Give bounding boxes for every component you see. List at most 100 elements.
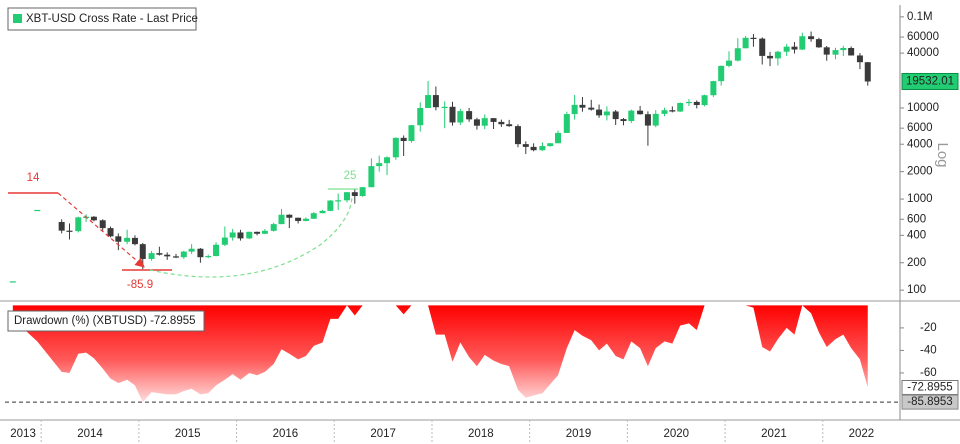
candle-body (124, 237, 131, 242)
candle-body (718, 65, 725, 82)
candle-body (156, 253, 163, 255)
candle-body (848, 47, 855, 56)
x-tick-label: 2019 (566, 428, 592, 440)
candle-body (539, 146, 546, 151)
y-tick-label: 6000 (907, 122, 933, 134)
candle-body (90, 216, 97, 221)
y-tick-label: 2000 (907, 166, 933, 178)
candle-body (417, 107, 424, 126)
candle-body (449, 106, 456, 123)
candle-body (596, 109, 603, 116)
candle-body (286, 214, 293, 218)
candle-body (579, 104, 586, 108)
candle-body (335, 200, 342, 202)
candle-body (164, 254, 171, 257)
candle-body (832, 50, 839, 55)
candle-body (148, 253, 155, 259)
candle-body (481, 118, 488, 126)
candle-body (237, 232, 244, 239)
candle-body (131, 237, 138, 245)
candle-body (319, 210, 326, 214)
candle-body (685, 101, 692, 104)
candle-body (400, 137, 407, 141)
candle-body (221, 237, 228, 245)
candle-body (34, 209, 41, 212)
legend: Drawdown (%) (XBTUSD) -72.8955 (7, 310, 205, 332)
candle-body (661, 110, 668, 114)
legend-swatch (13, 14, 22, 23)
candle-body (310, 213, 317, 219)
candle-body (530, 146, 537, 151)
candle-body (734, 48, 741, 61)
candle-body (368, 166, 375, 188)
candle-body (58, 222, 65, 231)
candle-body (710, 81, 717, 96)
candle-body (278, 214, 285, 225)
candle-body (432, 95, 439, 108)
candle-body (588, 107, 595, 110)
last-price-label: 19532.01 (906, 76, 954, 88)
y-tick-label: 4000 (907, 138, 933, 150)
candle-body (254, 231, 261, 234)
y-tick-label: -20 (920, 322, 937, 334)
candle-body (571, 104, 578, 115)
x-tick-label: 2015 (175, 428, 201, 440)
annotations: 14 -85.9 25 (8, 170, 358, 291)
candle-body (376, 163, 383, 167)
candle-body (799, 36, 806, 50)
candle-body (270, 224, 277, 231)
candle-body (620, 119, 627, 122)
x-tick-label: 2013 (10, 428, 36, 440)
candle-body (823, 47, 830, 55)
candle-body (808, 36, 815, 40)
annotation-text: -85.9 (127, 279, 153, 291)
candle-body (652, 113, 659, 126)
candle-body (197, 248, 204, 258)
y-tick-label: 0.1M (907, 11, 933, 23)
candle-body (603, 111, 610, 116)
drawdown-area (12, 305, 868, 403)
candle-body (791, 46, 798, 50)
candle-body (302, 218, 309, 221)
candle-body (343, 192, 350, 201)
x-tick-label: 2014 (77, 428, 103, 440)
y-tick-label: 1000 (907, 193, 933, 205)
legend-box (7, 7, 197, 31)
legend: XBT-USD Cross Rate - Last Price (7, 7, 198, 31)
candle-body (774, 51, 781, 59)
candle-body (384, 157, 391, 164)
candle-body (408, 125, 415, 141)
candle-body (563, 114, 570, 133)
candle-body (767, 55, 774, 59)
candle-body (107, 228, 114, 237)
y-tick-label: 10000 (907, 102, 939, 114)
candle-body (229, 232, 236, 238)
candle-body (172, 256, 179, 258)
candle-body (864, 62, 871, 82)
candle-body (644, 114, 651, 126)
candle-body (205, 256, 212, 258)
candle-body (815, 39, 822, 48)
candle-body (351, 192, 358, 197)
last-value-label: -72.8955 (907, 382, 952, 394)
annotation-text: 14 (27, 172, 40, 184)
candle-body (750, 37, 757, 40)
candle-body (392, 137, 399, 158)
candle-body (759, 38, 766, 56)
y-tick-label: 200 (907, 257, 926, 269)
last-value-tag (901, 379, 959, 395)
candle-body (66, 230, 73, 232)
candle-body (75, 217, 82, 232)
candle-body (701, 95, 708, 106)
candle-body (693, 101, 700, 106)
candle-body (555, 132, 562, 144)
y-tick-label: 400 (907, 229, 926, 241)
y-tick-label: 40000 (907, 47, 939, 59)
candle-body (726, 60, 733, 66)
y-tick-label: 600 (907, 213, 926, 225)
y-tick-label: -60 (920, 367, 937, 379)
y-tick-label: 100 (907, 284, 926, 296)
candle-body (188, 248, 195, 252)
